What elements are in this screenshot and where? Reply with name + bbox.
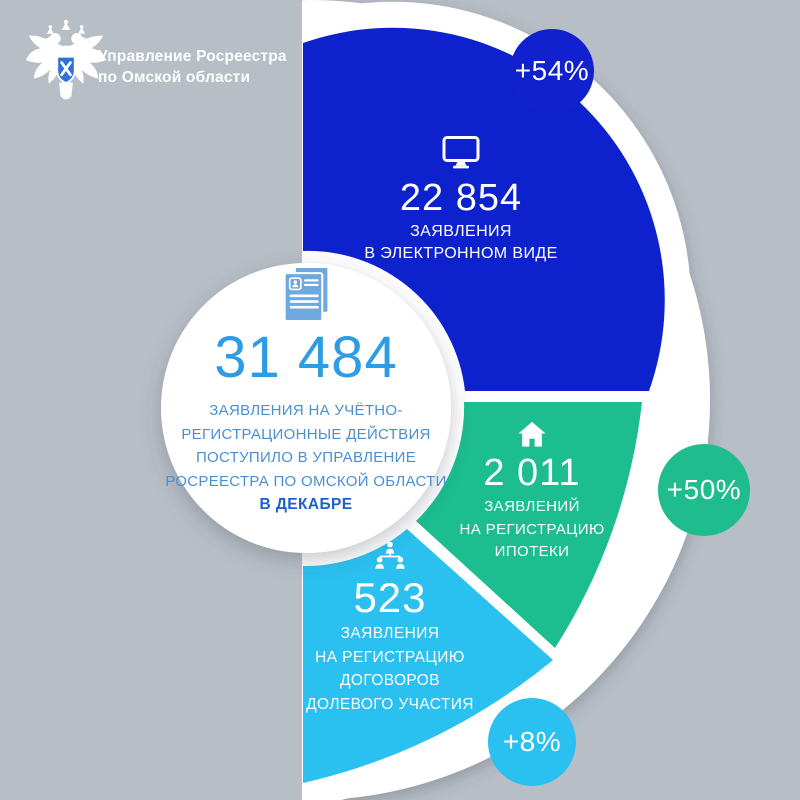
center-stat: 31 484 ЗАЯВЛЕНИЯ НА УЧЁТНО- РЕГИСТРАЦИОН…	[156, 266, 456, 517]
equity-line3: ДОГОВОРОВ	[339, 672, 440, 689]
documents-icon	[283, 266, 330, 322]
mortgage-value: 2 011	[483, 452, 581, 494]
equity-line4: ДОЛЕВОГО УЧАСТИЯ	[306, 695, 474, 713]
electronic-line2: В ЭЛЕКТРОННОМ ВИДЕ	[364, 244, 558, 262]
segment-electronic-label: 22 854 ЗАЯВЛЕНИЯ В ЭЛЕКТРОННОМ ВИДЕ	[281, 136, 641, 264]
center-line3: ПОСТУПИЛО В УПРАВЛЕНИЕ	[195, 449, 417, 466]
logo-text: Управление Росреестра по Омской области	[98, 47, 287, 88]
center-highlight: В ДЕКАБРЕ	[259, 496, 353, 513]
org-chart-icon	[375, 541, 405, 569]
segment-equity-label: 523 ЗАЯВЛЕНИЯ НА РЕГИСТРАЦИЮ ДОГОВОРОВ Д…	[260, 541, 520, 716]
badge-mortgage-text: +50%	[666, 474, 742, 505]
badge-equity-growth: +8%	[488, 698, 576, 786]
logo-line2: по Омской области	[98, 68, 251, 86]
mortgage-line1: ЗАЯВЛЕНИЙ	[484, 498, 580, 515]
electronic-value: 22 854	[399, 177, 523, 219]
badge-equity-text: +8%	[502, 726, 562, 757]
segment-mortgage-label: 2 011 ЗАЯВЛЕНИЙ НА РЕГИСТРАЦИЮ ИПОТЕКИ	[402, 420, 662, 564]
mortgage-line2: НА РЕГИСТРАЦИЮ	[459, 520, 605, 538]
center-circle	[161, 263, 451, 553]
equity-line1: ЗАЯВЛЕНИЯ	[340, 625, 440, 642]
mortgage-line3: ИПОТЕКИ	[494, 543, 570, 560]
badge-mortgage-growth: +50%	[658, 444, 750, 536]
eagle-emblem-icon	[25, 19, 107, 100]
center-line1: ЗАЯВЛЕНИЯ НА УЧЁТНО-	[209, 402, 403, 419]
equity-line2: НА РЕГИСТРАЦИЮ	[315, 648, 465, 666]
home-icon	[518, 421, 546, 447]
center-line4: РОСРЕЕСТРА ПО ОМСКОЙ ОБЛАСТИ	[165, 472, 447, 490]
pie-plate-group	[302, 0, 710, 800]
monitor-icon	[442, 136, 480, 169]
logo-line1: Управление Росреестра	[98, 48, 287, 65]
center-line2: РЕГИСТРАЦИОННЫЕ ДЕЙСТВИЯ	[181, 425, 431, 443]
equity-value: 523	[353, 574, 427, 621]
badge-electronic-text: +54%	[514, 55, 590, 86]
electronic-line1: ЗАЯВЛЕНИЯ	[410, 223, 512, 240]
center-value: 31 484	[214, 325, 398, 390]
badge-electronic-growth: +54%	[510, 29, 594, 113]
